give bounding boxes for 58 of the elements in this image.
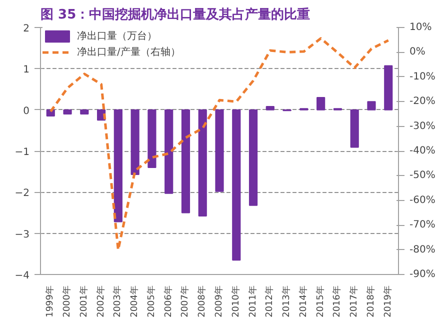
- y2-tick-label: -40%: [410, 146, 436, 156]
- x-tick-label: 2008年: [196, 286, 208, 318]
- bar: [148, 109, 156, 168]
- x-tick-label: 2019年: [382, 286, 394, 318]
- y-tick-label: −2: [14, 188, 30, 200]
- y2-tick-label: -90%: [410, 269, 436, 280]
- x-tick-label: 2014年: [298, 286, 309, 318]
- y-tick-label: −3: [14, 229, 30, 240]
- y2-tick-label: 0%: [410, 46, 426, 58]
- x-tick-label: 2015年: [314, 286, 326, 318]
- bar: [63, 109, 72, 114]
- bar: [130, 109, 140, 175]
- y2-tick-label: -60%: [410, 194, 436, 206]
- x-tick-label: 2000年: [62, 286, 73, 318]
- x-tick-label: 2017年: [348, 286, 360, 318]
- y2-tick-label: 10%: [410, 22, 432, 33]
- x-tick-label: 2004年: [129, 286, 140, 318]
- y-tick-label: 2: [23, 24, 30, 34]
- y2-tick-label: -30%: [410, 120, 436, 132]
- y2-tick-label: -80%: [410, 244, 436, 256]
- x-tick-label: 2018年: [365, 286, 376, 318]
- x-tick-label: 2001年: [78, 286, 90, 318]
- y-tick-label: 1: [23, 64, 30, 76]
- y-tick-label: −1: [14, 147, 30, 158]
- bar: [316, 96, 326, 110]
- bar: [367, 101, 376, 110]
- y2-tick-label: -10%: [410, 71, 436, 82]
- bar: [215, 109, 224, 192]
- y-tick-label: −4: [14, 270, 30, 282]
- x-tick-label: 1999年: [44, 286, 56, 318]
- bar: [248, 109, 258, 206]
- x-tick-label: 2011年: [247, 286, 258, 318]
- bar: [198, 109, 207, 217]
- x-tick-label: 2013年: [281, 286, 292, 318]
- x-tick-label: 2012年: [264, 286, 276, 318]
- bar: [164, 109, 174, 194]
- bar: [266, 106, 274, 110]
- bar: [350, 109, 359, 148]
- x-tick-label: 2006年: [162, 286, 174, 318]
- x-tick-label: 2003年: [112, 286, 124, 318]
- bar: [181, 109, 190, 214]
- bar: [384, 65, 393, 110]
- y2-tick-label: -50%: [410, 170, 436, 182]
- y-tick-label: 0: [23, 106, 30, 117]
- y2-tick-label: -70%: [410, 220, 436, 231]
- x-tick-label: 2010年: [230, 286, 242, 318]
- x-tick-label: 2009年: [214, 286, 224, 318]
- bar: [232, 109, 241, 261]
- bar: [80, 109, 89, 114]
- chart-title: 图 35：中国挖掘机净出口量及其占产量的比重: [40, 6, 310, 22]
- bar: [114, 109, 122, 222]
- y2-tick-label: -20%: [410, 96, 436, 108]
- x-tick-label: 2002年: [95, 286, 106, 318]
- x-tick-label: 2016年: [332, 286, 343, 318]
- legend-label: 净出口量/产量（右轴）: [77, 46, 180, 59]
- legend-label: 净出口量（万台）: [77, 30, 157, 43]
- x-tick-label: 2007年: [180, 286, 191, 318]
- x-tick-label: 2005年: [146, 286, 157, 318]
